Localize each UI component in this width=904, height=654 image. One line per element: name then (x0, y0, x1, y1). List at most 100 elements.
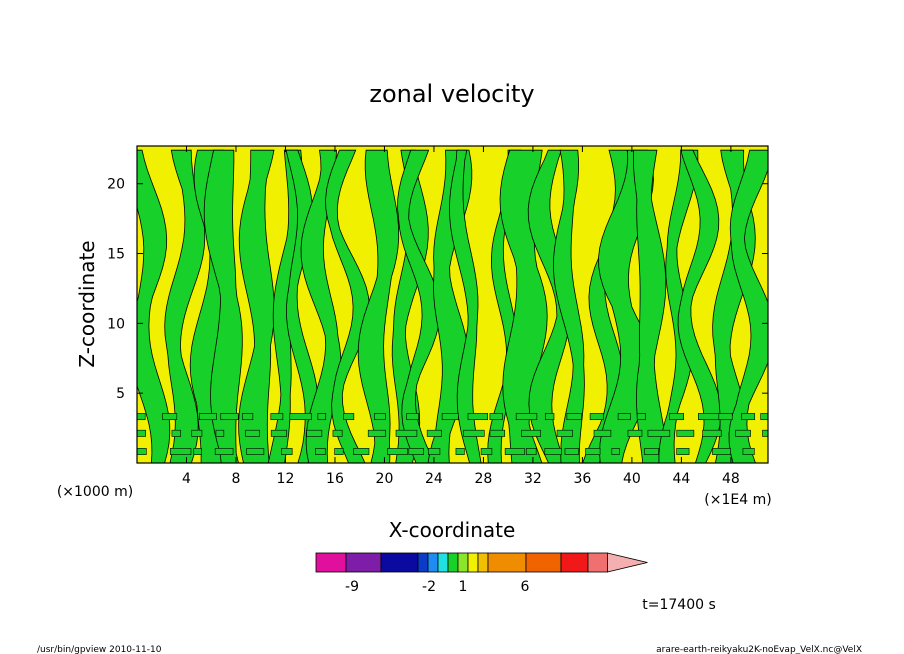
negative-band (397, 149, 441, 463)
x-tick-label: 20 (376, 471, 394, 487)
colorbar-tick-label: 1 (459, 579, 468, 595)
negative-layer-cell (702, 429, 722, 437)
x-tick-label: 24 (425, 471, 443, 487)
negative-layer-cell (544, 448, 562, 455)
negative-layer-cell (760, 413, 768, 421)
negative-layer-cell (395, 429, 418, 437)
negative-layer-cell (191, 429, 203, 437)
negative-layer-cell (315, 448, 326, 455)
negative-layer-cell (334, 448, 344, 455)
x-axis-label: X-coordinate (389, 518, 516, 542)
negative-layer-cell (281, 448, 293, 455)
negative-layer-cell (742, 448, 755, 455)
plot-area (137, 146, 768, 463)
negative-layer-cell (214, 448, 234, 455)
negative-layer-cell (566, 413, 582, 421)
negative-layer-cell (735, 429, 751, 437)
negative-layer-cell (644, 448, 659, 455)
y-tick-label: 20 (107, 177, 125, 193)
colorbar: -9 -2 1 6 (315, 552, 648, 595)
colorbar-swatch (447, 552, 459, 573)
y-tick-label: 10 (107, 316, 125, 332)
negative-layer-cell (463, 429, 485, 437)
colorbar-swatch (467, 552, 479, 573)
negative-layer-cell (171, 429, 181, 437)
colorbar-swatch (587, 552, 608, 573)
negative-layer-cell (589, 413, 604, 421)
x-unit-label: (×1E4 m) (704, 492, 771, 508)
negative-layer-cell (367, 429, 386, 437)
negative-layer-cell (199, 413, 217, 421)
negative-band (357, 149, 400, 463)
colorbar-tick-label: -2 (422, 579, 436, 595)
colorbar-swatch (437, 552, 449, 573)
negative-layer-cell (406, 413, 420, 421)
negative-layer-cell (455, 448, 465, 455)
y-axis-label: Z-coordinate (75, 240, 99, 367)
negative-band (325, 149, 370, 463)
negative-layer-cell (712, 448, 731, 455)
negative-layer-cell (504, 448, 525, 455)
negative-layer-cell (636, 413, 646, 421)
negative-layer-cell (544, 413, 555, 421)
negative-layer-cell (515, 413, 538, 421)
negative-band (267, 149, 304, 463)
colorbar-arrow (607, 552, 648, 573)
negative-band (164, 149, 206, 463)
negative-layer-cell (137, 429, 146, 437)
negative-layer-cell (467, 413, 489, 421)
negative-layer-cell (556, 429, 573, 437)
negative-band (137, 149, 171, 463)
negative-layer-cell (669, 413, 684, 421)
negative-layer-cell (428, 448, 441, 455)
negative-layer-cell (220, 413, 239, 421)
negative-layer-cell (617, 413, 631, 421)
colorbar-swatch (457, 552, 469, 573)
negative-layer-cell (215, 429, 225, 437)
colorbar-swatch (487, 552, 527, 573)
x-tick-label: 16 (326, 471, 344, 487)
negative-band (552, 149, 585, 463)
negative-layer-cell (408, 448, 424, 455)
y-tick-label: 15 (107, 247, 125, 263)
negative-layer-cell (306, 429, 323, 437)
negative-layer-cell (387, 448, 408, 455)
y-tick-label: 5 (116, 386, 125, 402)
negative-layer-cell (698, 413, 720, 421)
footer-left: /usr/bin/gpview 2010-11-10 (37, 645, 162, 654)
x-tick-label: 44 (672, 471, 690, 487)
negative-layer-cell (627, 429, 643, 437)
negative-layer-cell (489, 429, 506, 437)
negative-layer-cell (242, 413, 254, 421)
negative-layer-cell (521, 429, 541, 437)
x-tick-label: 32 (524, 471, 542, 487)
colorbar-swatch (380, 552, 419, 573)
chart-title: zonal velocity (369, 80, 534, 108)
colorbar-swatch (477, 552, 489, 573)
negative-layer-cell (270, 413, 284, 421)
footer-right: arare-earth-reikyaku2K-noEvap_VelX.nc@Ve… (656, 645, 862, 654)
negative-layer-cell (193, 448, 202, 455)
negative-layer-cell (245, 429, 260, 437)
y-unit-label: (×1000 m) (57, 484, 133, 500)
negative-band (448, 149, 482, 463)
plot-frame (136, 145, 769, 464)
negative-layer-cell (317, 413, 327, 421)
x-tick-label: 48 (722, 471, 740, 487)
negative-layer-cell (762, 429, 768, 437)
negative-layer-cell (718, 413, 733, 421)
x-tick-label: 4 (182, 471, 191, 487)
negative-band (203, 149, 243, 463)
negative-layer-cell (289, 413, 312, 421)
negative-layer-cell (647, 429, 671, 437)
negative-layer-cell (270, 429, 287, 437)
negative-layer-cell (564, 448, 579, 455)
negative-layer-cell (137, 413, 146, 421)
negative-layer-cell (489, 413, 503, 421)
time-label: t=17400 s (642, 597, 716, 613)
colorbar-swatch (427, 552, 439, 573)
negative-band (677, 149, 722, 463)
negative-layer-cell (332, 429, 343, 437)
x-tick-label: 8 (232, 471, 241, 487)
negative-layer-cell (593, 429, 612, 437)
